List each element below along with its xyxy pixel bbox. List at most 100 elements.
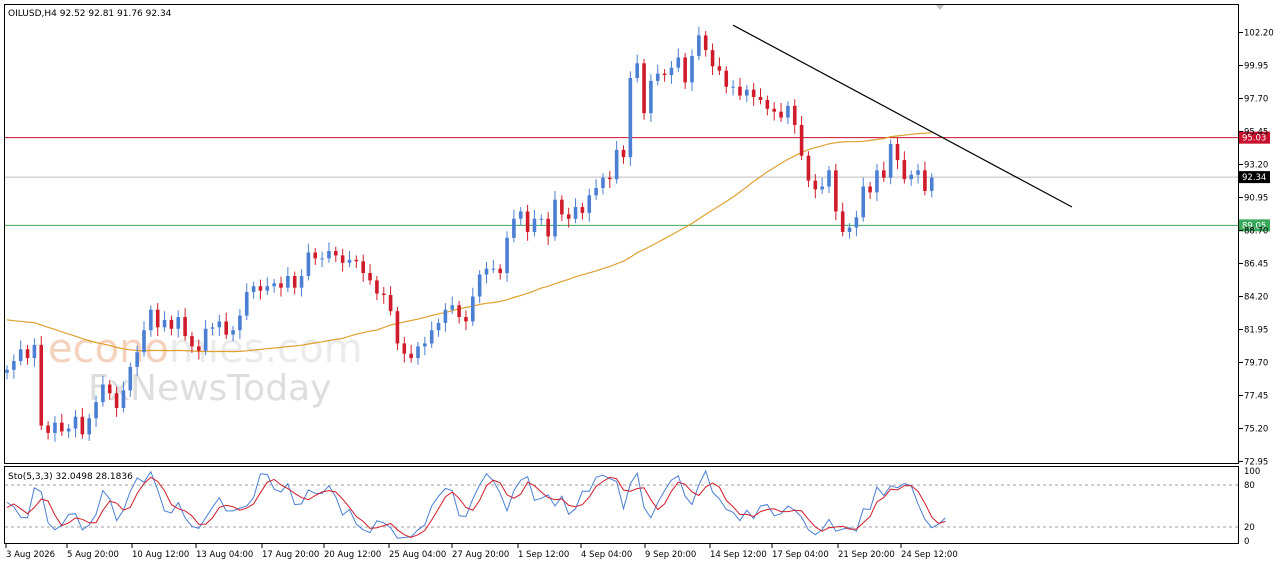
- candle-bull: [745, 89, 749, 96]
- candle-bull: [827, 170, 831, 187]
- stochastic-tick-label: 100: [1244, 467, 1260, 477]
- candle-bear: [292, 275, 297, 288]
- candle-bear: [710, 50, 715, 67]
- candle-bear: [409, 353, 413, 359]
- candle-bull: [286, 275, 290, 288]
- candle-bull: [203, 328, 208, 351]
- candle-bear: [738, 86, 742, 96]
- stochastic-tick-label: 20: [1244, 523, 1255, 533]
- candle-bull: [573, 207, 578, 219]
- candle-bull: [306, 252, 311, 276]
- candle-bull: [251, 286, 256, 293]
- price-axis: 102.20 99.95 97.70 95.45 93.20 90.95 88.70 86.4…: [1239, 29, 1274, 468]
- candle-bull: [484, 268, 489, 275]
- candle-bull: [676, 57, 681, 68]
- candle-bull: [690, 55, 694, 83]
- candle-bull: [875, 170, 879, 193]
- candle-bear: [375, 280, 379, 294]
- time-tick-label: 14 Sep 12:00: [710, 550, 767, 560]
- price-tick-label: 97.70: [1244, 95, 1268, 105]
- candle-bear: [258, 286, 263, 291]
- candle-bull: [539, 218, 544, 220]
- candle-bear: [546, 218, 550, 237]
- candle-bear: [923, 170, 927, 191]
- watermark-economies: economies.com: [48, 326, 363, 372]
- candle-bull: [847, 227, 852, 232]
- candle-bull: [628, 77, 633, 158]
- candle-bear: [340, 255, 345, 263]
- candle-bull: [231, 330, 235, 335]
- time-tick-label: 4 Sep 04:00: [581, 550, 632, 560]
- candle-bear: [902, 160, 907, 180]
- candle-bear: [882, 170, 886, 178]
- candle-bear: [560, 199, 564, 215]
- candle-bull: [32, 344, 37, 359]
- price-tick-label: 81.95: [1244, 326, 1268, 336]
- moving-average-line: [6, 132, 932, 353]
- candle-bull: [176, 317, 181, 329]
- candle-bull: [320, 258, 324, 260]
- candle-bull: [916, 170, 920, 175]
- stochastic-panel-frame: [4, 466, 1239, 544]
- candle-bear: [765, 99, 770, 109]
- time-tick-label: 21 Sep 20:00: [838, 550, 895, 560]
- candle-bull: [101, 384, 105, 403]
- shift-marker-icon[interactable]: [936, 5, 944, 10]
- price-tick-label: 75.20: [1244, 425, 1268, 435]
- candle-bull: [94, 402, 98, 419]
- candle-bear: [402, 343, 407, 354]
- candle-bull: [272, 283, 276, 287]
- candle-bull: [929, 177, 934, 191]
- candle-bull: [450, 305, 455, 310]
- candle-bear: [895, 143, 900, 161]
- candle-bull: [786, 105, 790, 118]
- candle-bear: [683, 57, 687, 83]
- symbol-header: OILUSD,H4 92.52 92.81 91.76 92.34: [8, 9, 172, 19]
- time-tick-label: 10 Aug 12:00: [132, 550, 189, 560]
- candle-bear: [525, 211, 530, 232]
- candle-bear: [498, 268, 502, 274]
- candle-bear: [813, 180, 818, 190]
- candle-bull: [477, 274, 482, 297]
- time-tick-label: 20 Aug 12:00: [324, 550, 381, 560]
- candle-bear: [114, 393, 119, 408]
- candle-bull: [553, 199, 557, 237]
- candle-bull: [594, 187, 598, 196]
- candle-bear: [758, 97, 763, 100]
- stochastic-tick-label: 80: [1244, 481, 1255, 491]
- candle-bear: [313, 252, 318, 259]
- candle-bull: [265, 286, 270, 291]
- candle-bear: [388, 295, 393, 312]
- time-tick-label: 3 Aug 2026: [6, 550, 55, 560]
- candle-bull: [128, 366, 133, 391]
- time-tick-label: 1 Sep 12:00: [518, 550, 569, 560]
- candle-bull: [12, 361, 16, 370]
- candle-bear: [361, 261, 365, 274]
- resistance-line-price-label: 95.03: [1242, 134, 1266, 144]
- time-tick-label: 17 Sep 04:00: [772, 550, 829, 560]
- trendline[interactable]: [732, 24, 1073, 208]
- descending-trendline[interactable]: [732, 24, 1073, 208]
- horizontal-levels: 95.03 92.34 89.05: [5, 131, 1270, 232]
- candle-bear: [190, 336, 194, 347]
- current-price-line-price-label: 92.34: [1242, 173, 1266, 183]
- candle-bull: [53, 422, 57, 433]
- candle-bull: [217, 321, 222, 328]
- stochastic-oscillator: 100 80 20 0: [5, 467, 1260, 547]
- candle-bear: [806, 155, 811, 181]
- candle-bull: [491, 268, 496, 270]
- moving-average: [6, 132, 932, 353]
- candle-bull: [601, 177, 605, 188]
- resistance-line-price-box: [1239, 131, 1270, 144]
- candle-bull: [861, 186, 866, 218]
- candle-bull: [471, 296, 475, 322]
- candle-bear: [717, 66, 722, 71]
- candle-bull: [66, 428, 71, 432]
- time-tick-label: 5 Aug 20:00: [67, 550, 119, 560]
- candle-bear: [792, 105, 797, 125]
- candle-bear: [772, 108, 776, 112]
- stochastic-tick-label: 0: [1244, 537, 1249, 547]
- candle-bull: [731, 86, 735, 88]
